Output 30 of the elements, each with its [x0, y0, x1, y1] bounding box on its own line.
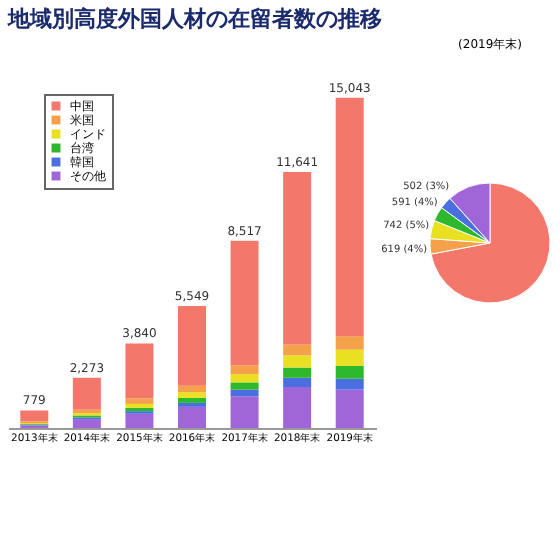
- bar: [335, 365, 364, 379]
- bar: [178, 306, 206, 386]
- bar: [283, 387, 312, 428]
- chart-title: 地域別高度外国人材の在留者数の推移: [6, 6, 382, 32]
- bar: [230, 389, 259, 397]
- bar: [335, 378, 364, 390]
- bar: [283, 344, 312, 356]
- bar: [20, 410, 49, 422]
- bar: [72, 377, 101, 410]
- bar: [125, 343, 154, 399]
- bar: [230, 382, 259, 390]
- bar: [283, 355, 312, 368]
- bar: [125, 413, 154, 428]
- bar: [72, 419, 101, 428]
- bar: [283, 377, 312, 388]
- bar: [230, 374, 259, 383]
- bar: [335, 336, 364, 350]
- bar: [178, 385, 206, 393]
- bar: [125, 398, 154, 404]
- bar: [283, 171, 312, 345]
- bar: [230, 365, 259, 375]
- bar: [178, 392, 206, 398]
- bar: [283, 367, 312, 378]
- bar: [335, 97, 364, 337]
- bar: [335, 349, 364, 366]
- bar: [178, 397, 206, 403]
- bar: [230, 240, 259, 366]
- bar: [178, 406, 206, 428]
- bar: [230, 396, 259, 428]
- bar: [335, 389, 364, 428]
